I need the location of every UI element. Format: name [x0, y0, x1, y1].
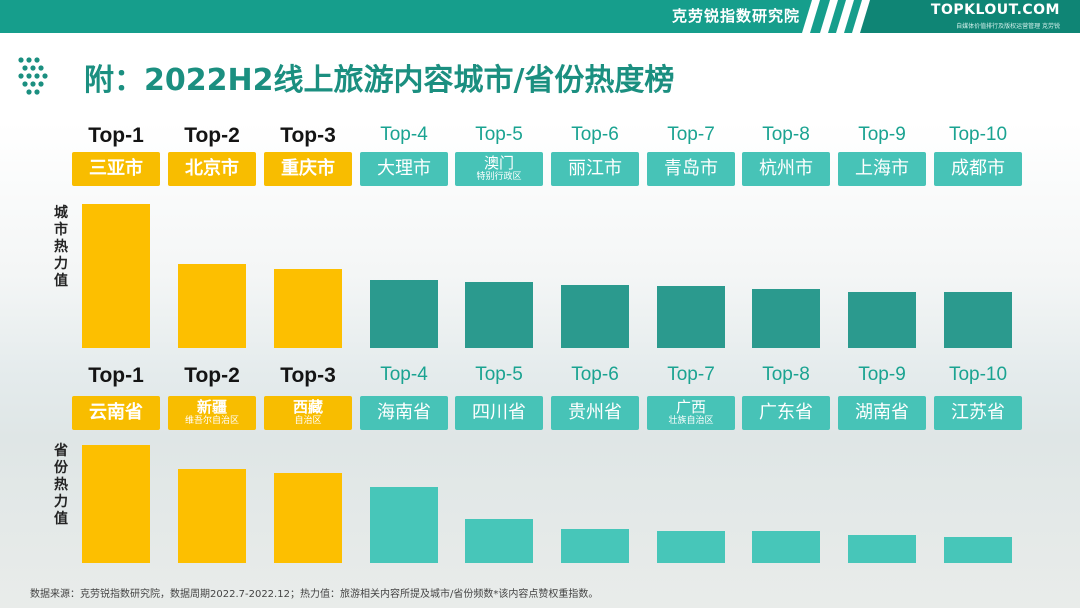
province-rank-label: Top-3: [280, 364, 336, 387]
city-rank-label: Top-6: [571, 124, 619, 145]
province-name-label: 云南省: [89, 402, 143, 423]
institute-name: 克劳锐指数研究院: [671, 7, 800, 25]
province-name-sublabel: 壮族自治区: [668, 416, 714, 426]
province-rank-label: Top-10: [948, 364, 1008, 385]
province-rank-label: Top-4: [380, 364, 428, 385]
city-name-sublabel: 特别行政区: [476, 172, 522, 182]
city-bar: [944, 292, 1012, 348]
province-name-label: 湖南省: [855, 402, 909, 423]
province-name-box: 广东省: [742, 396, 830, 430]
city-bar: [370, 280, 438, 348]
city-name-label: 北京市: [185, 158, 239, 179]
site-url: TOPKLOUT.COM: [930, 2, 1060, 18]
footnote: 数据来源：克劳锐指数研究院，数据周期2022.7-2022.12；热力值：旅游相…: [30, 589, 599, 600]
province-bar: [848, 535, 916, 563]
province-name-label: 西藏: [292, 398, 323, 416]
province-name-label: 四川省: [472, 402, 526, 423]
city-bar: [82, 204, 150, 348]
city-name-box: 杭州市: [742, 152, 830, 186]
province-name-box: 广西 壮族自治区: [647, 396, 735, 430]
city-name-label: 上海市: [855, 158, 909, 179]
city-name-label: 大理市: [377, 158, 431, 179]
province-rank-label: Top-8: [762, 364, 810, 385]
city-bar: [274, 269, 342, 348]
province-name-box: 四川省: [455, 396, 543, 430]
province-name-label: 江苏省: [951, 402, 1005, 423]
city-name-box: 丽江市: [551, 152, 639, 186]
page-title: 附：2022H2线上旅游内容城市/省份热度榜: [84, 63, 675, 98]
province-bar: [561, 529, 629, 563]
city-name-box: 成都市: [934, 152, 1022, 186]
dots-logo-icon: [18, 57, 48, 95]
city-rank-label: Top-2: [184, 124, 240, 147]
province-name-box: 新疆 维吾尔自治区: [168, 396, 256, 430]
province-bar: [944, 537, 1012, 563]
province-name-sublabel: 自治区: [294, 416, 322, 426]
province-name-box: 贵州省: [551, 396, 639, 430]
city-rank-label: Top-10: [948, 124, 1008, 145]
province-name-box: 云南省: [72, 396, 160, 430]
province-bar: [465, 519, 533, 563]
city-bar: [657, 286, 725, 348]
province-name-box: 海南省: [360, 396, 448, 430]
city-bar: [752, 289, 820, 348]
city-name-label: 成都市: [951, 158, 1005, 179]
header-band: [0, 0, 800, 33]
province-name-label: 广西: [675, 398, 706, 416]
city-name-label: 丽江市: [568, 158, 622, 179]
province-rank-label: Top-1: [88, 364, 144, 387]
city-rank-label: Top-1: [88, 124, 144, 147]
province-rank-label: Top-2: [184, 364, 240, 387]
city-name-box: 上海市: [838, 152, 926, 186]
city-name-box: 澳门 特别行政区: [455, 152, 543, 186]
province-bar: [82, 445, 150, 563]
city-name-box: 北京市: [168, 152, 256, 186]
province-name-label: 海南省: [377, 402, 431, 423]
city-y-axis-label: 城市热力值: [54, 205, 68, 289]
province-name-label: 贵州省: [568, 402, 622, 423]
city-rank-label: Top-5: [475, 124, 523, 145]
province-bar: [657, 531, 725, 563]
province-rank-label: Top-7: [667, 364, 715, 385]
city-name-box: 重庆市: [264, 152, 352, 186]
city-bar: [848, 292, 916, 348]
city-name-box: 大理市: [360, 152, 448, 186]
province-rank-label: Top-6: [571, 364, 619, 385]
city-rank-label: Top-3: [280, 124, 336, 147]
province-y-axis-label: 省份热力值: [54, 443, 68, 527]
city-rank-label: Top-9: [858, 124, 906, 145]
province-name-box: 西藏 自治区: [264, 396, 352, 430]
city-rank-label: Top-8: [762, 124, 810, 145]
city-name-label: 三亚市: [89, 158, 143, 179]
city-name-label: 重庆市: [281, 158, 335, 179]
city-rank-label: Top-4: [380, 124, 428, 145]
province-rank-label: Top-5: [475, 364, 523, 385]
header-brand-block: [880, 0, 1080, 33]
city-bar: [178, 264, 246, 348]
province-name-sublabel: 维吾尔自治区: [184, 416, 239, 426]
city-rank-label: Top-7: [667, 124, 715, 145]
province-bar: [178, 469, 246, 563]
city-name-label: 澳门: [483, 154, 514, 172]
city-name-box: 青岛市: [647, 152, 735, 186]
province-name-label: 广东省: [759, 402, 813, 423]
site-tagline: 自媒体价值排行及版权运营管理 克劳锐: [956, 23, 1060, 30]
province-rank-label: Top-9: [858, 364, 906, 385]
province-bar: [752, 531, 820, 563]
city-name-label: 杭州市: [759, 158, 813, 179]
province-name-box: 江苏省: [934, 396, 1022, 430]
city-name-label: 青岛市: [664, 158, 718, 179]
province-name-box: 湖南省: [838, 396, 926, 430]
province-bar: [370, 487, 438, 563]
province-bar: [274, 473, 342, 563]
province-name-label: 新疆: [196, 398, 227, 416]
city-bar: [561, 285, 629, 348]
city-bar: [465, 282, 533, 348]
city-name-box: 三亚市: [72, 152, 160, 186]
